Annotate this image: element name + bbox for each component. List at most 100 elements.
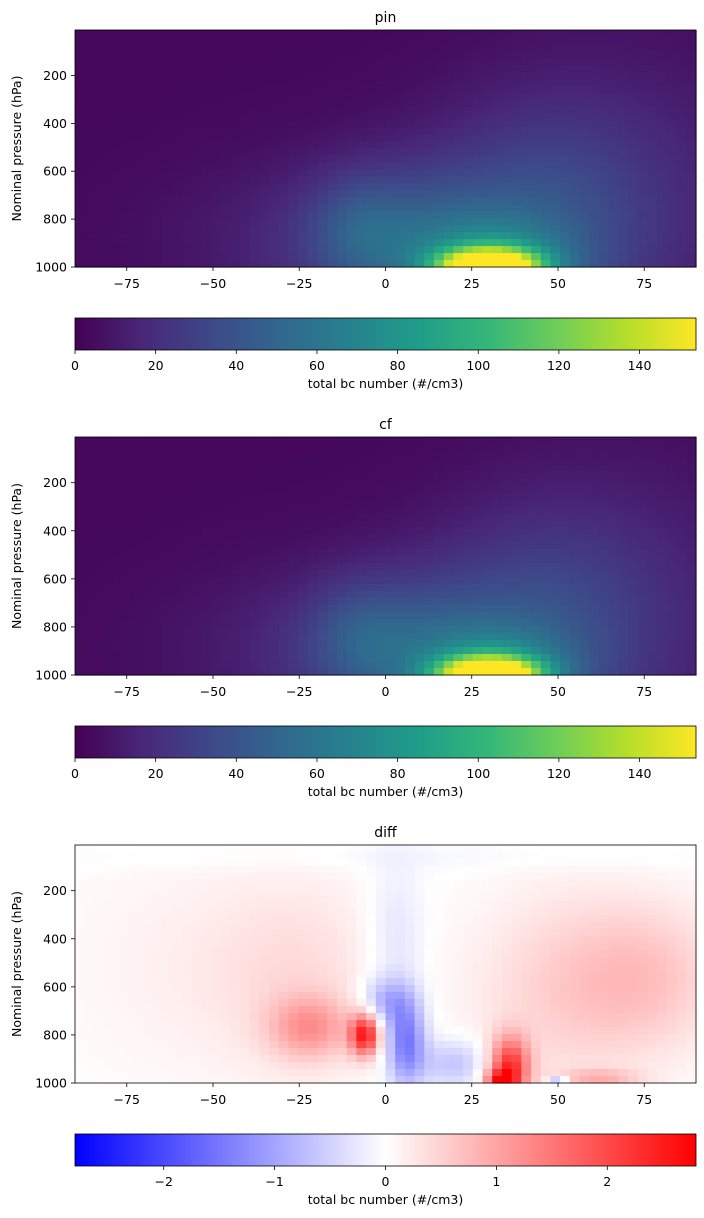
heatmap-cell (191, 598, 202, 606)
heatmap-cell (278, 612, 290, 620)
heatmap-cell (104, 30, 115, 38)
heatmap-cell (472, 176, 484, 184)
heatmap-cell (152, 246, 163, 254)
heatmap-cell (317, 577, 328, 585)
heatmap-cell (531, 260, 542, 268)
heatmap-cell (395, 640, 406, 648)
heatmap-cell (172, 971, 183, 979)
heatmap-cell (453, 535, 464, 543)
heatmap-cell (589, 71, 600, 80)
heatmap-cell (385, 204, 396, 212)
heatmap-cell (94, 85, 105, 94)
heatmap-cell (366, 253, 377, 261)
heatmap-cell (142, 556, 154, 564)
heatmap-cell (152, 598, 163, 606)
heatmap-cell (239, 479, 251, 487)
heatmap-cell (628, 584, 639, 592)
heatmap-cell (307, 134, 319, 143)
heatmap-cell (172, 563, 183, 571)
heatmap-cell (375, 148, 387, 157)
heatmap-cell (482, 542, 493, 550)
heatmap-cell (385, 141, 396, 150)
heatmap-cell (133, 260, 144, 268)
heatmap-cell (628, 556, 639, 564)
heatmap-cell (453, 619, 464, 627)
heatmap-cell (569, 155, 581, 164)
heatmap-cell (307, 507, 319, 515)
heatmap-cell (618, 598, 629, 606)
heatmap-cell (395, 661, 406, 669)
heatmap-cell (172, 514, 183, 522)
heatmap-cell (472, 549, 484, 557)
heatmap-cell (453, 577, 464, 585)
heatmap-cell (172, 866, 183, 874)
heatmap-cell (676, 148, 687, 157)
heatmap-cell (288, 211, 299, 219)
heatmap-cell (686, 647, 697, 655)
heatmap-cell (453, 57, 464, 66)
heatmap-cell (676, 619, 687, 627)
heatmap-cell (366, 85, 377, 94)
heatmap-cell (133, 985, 144, 993)
heatmap-cell (550, 535, 561, 543)
heatmap-cell (521, 197, 532, 205)
heatmap-cell (385, 493, 396, 501)
heatmap-cell (424, 458, 435, 466)
heatmap-cell (589, 78, 600, 87)
heatmap-cell (366, 239, 377, 247)
heatmap-cell (191, 577, 202, 585)
heatmap-cell (142, 197, 154, 205)
heatmap-cell (666, 71, 678, 80)
heatmap-cell (278, 183, 290, 191)
heatmap-cell (327, 591, 338, 599)
heatmap-cell (657, 479, 668, 487)
heatmap-cell (540, 127, 552, 136)
heatmap-cell (288, 218, 299, 226)
heatmap-cell (404, 458, 416, 466)
heatmap-cell (84, 845, 95, 853)
colorbar-tick-label: 80 (390, 766, 406, 781)
heatmap-cell (366, 619, 377, 627)
heatmap-cell (104, 556, 115, 564)
heatmap-cell (560, 211, 571, 219)
heatmap-cell (569, 162, 581, 171)
heatmap-cell (142, 654, 154, 662)
heatmap-cell (210, 134, 222, 143)
heatmap-cell (133, 176, 144, 184)
heatmap-cell (210, 127, 222, 136)
heatmap-cell (152, 36, 163, 45)
heatmap-cell (531, 64, 542, 73)
heatmap-cell (637, 479, 649, 487)
heatmap-cell (424, 71, 435, 80)
heatmap-cell (560, 197, 571, 205)
heatmap-cell (162, 190, 173, 198)
heatmap-cell (298, 472, 309, 480)
heatmap-cell (269, 92, 280, 101)
heatmap-cell (181, 950, 193, 958)
heatmap-cell (531, 507, 542, 515)
heatmap-cell (123, 493, 134, 501)
heatmap-cell (569, 486, 581, 494)
heatmap-cell (385, 106, 396, 115)
heatmap-cell (637, 591, 649, 599)
heatmap-cell (666, 57, 678, 66)
heatmap-cell (463, 528, 474, 536)
heatmap-cell (598, 584, 610, 592)
heatmap-cell (472, 661, 484, 669)
heatmap-cell (75, 148, 86, 157)
heatmap-cell (463, 556, 474, 564)
heatmap-cell (133, 563, 144, 571)
heatmap-cell (569, 563, 581, 571)
heatmap-cell (414, 584, 425, 592)
heatmap-cell (492, 654, 503, 662)
heatmap-cell (560, 57, 571, 66)
heatmap-cell (346, 78, 357, 87)
heatmap-cell (666, 619, 678, 627)
heatmap-cell (104, 493, 115, 501)
heatmap-cell (327, 584, 338, 592)
heatmap-cell (84, 528, 95, 536)
heatmap-cell (521, 50, 532, 59)
heatmap-cell (288, 598, 299, 606)
heatmap-cell (288, 605, 299, 613)
